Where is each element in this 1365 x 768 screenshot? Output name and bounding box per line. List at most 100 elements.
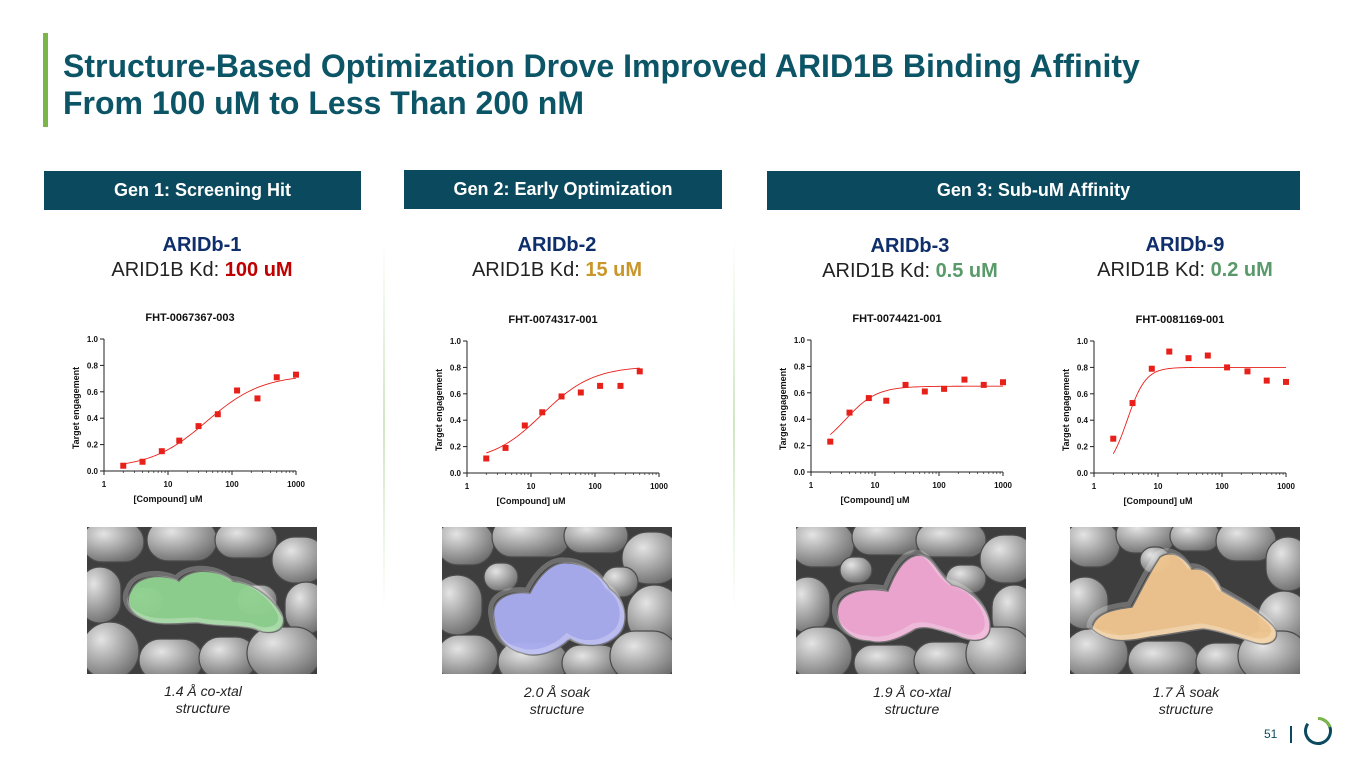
x-tick-label: 1 (102, 480, 107, 489)
chart-title: FHT-0074421-001 (852, 313, 941, 325)
y-tick-label: 0.4 (794, 415, 806, 424)
y-tick-label: 1.0 (87, 335, 99, 344)
y-tick-label: 0.4 (87, 414, 99, 423)
crystal-structure-image-1 (87, 527, 317, 674)
data-point (1185, 355, 1192, 362)
crystal-structure-image-4 (1070, 527, 1300, 674)
gen2-header: Gen 2: Early Optimization (404, 170, 722, 209)
x-tick-label: 1000 (650, 482, 668, 491)
data-point (521, 422, 528, 429)
page-number: 51 (1264, 727, 1278, 741)
compound-name: ARIDb-1 (162, 234, 242, 256)
compound-name: ARIDb-2 (517, 234, 597, 256)
protein-surface-lobe (839, 556, 873, 584)
y-tick-label: 0.0 (450, 469, 462, 478)
data-point (176, 437, 183, 444)
y-axis-label: Target engagement (434, 369, 444, 451)
x-tick-label: 1 (1092, 482, 1097, 491)
structure-caption-1: 1.4 Å co-xtal structure (103, 683, 303, 717)
gen3-header: Gen 3: Sub-uM Affinity (767, 171, 1300, 210)
protein-surface-lobe (138, 638, 204, 674)
data-point (827, 438, 834, 445)
kd-value: 0.5 uM (935, 260, 998, 282)
data-point (483, 455, 490, 462)
caption-line: 2.0 Å soak (523, 684, 591, 700)
data-point (883, 397, 890, 404)
protein-surface-lobe (796, 576, 831, 634)
data-point (273, 374, 280, 381)
compound-2-block: ARIDb-2 ARID1B Kd: 15 uM (427, 233, 687, 283)
data-point (865, 395, 872, 402)
structure-caption-4: 1.7 Å soak structure (1086, 684, 1286, 718)
crystal-structure-image-2 (442, 527, 672, 674)
x-tick-label: 100 (1215, 482, 1229, 491)
data-point (846, 409, 853, 416)
caption-line: 1.4 Å co-xtal (164, 683, 242, 699)
protein-surface-lobe (284, 581, 317, 635)
y-tick-label: 0.8 (1077, 363, 1089, 372)
x-tick-label: 10 (527, 482, 536, 491)
protein-surface-lobe (87, 527, 145, 563)
fit-curve (486, 367, 640, 454)
ligand-highlight (488, 557, 625, 655)
ligand-surface (836, 554, 991, 643)
y-tick-label: 0.2 (450, 443, 462, 452)
caption-line: structure (529, 701, 585, 717)
title-line-2: From 100 uM to Less Than 200 nM (63, 85, 584, 121)
data-point (980, 381, 987, 388)
protein-surface-lobe (796, 626, 853, 674)
x-tick-label: 1000 (994, 481, 1012, 490)
data-point (1204, 352, 1211, 359)
protein-surface-lobe (442, 527, 495, 566)
x-tick-label: 100 (932, 481, 946, 490)
title-line-1: Structure-Based Optimization Drove Impro… (63, 48, 1140, 84)
column-divider-1 (383, 240, 385, 610)
data-point (1110, 435, 1117, 442)
data-point (1283, 378, 1289, 385)
data-point (902, 381, 909, 388)
y-axis-label: Target engagement (1061, 369, 1071, 451)
kd-label: ARID1B Kd: (1097, 259, 1205, 281)
compound-1-block: ARIDb-1 ARID1B Kd: 100 uM (72, 233, 332, 283)
protein-surface-lobe (491, 527, 571, 558)
y-tick-label: 0.2 (794, 442, 806, 451)
y-tick-label: 0.2 (87, 441, 99, 450)
dose-response-chart-4: FHT-0081169-001 0.0 0.2 0.4 0.6 0.8 1.0 1 10 100 1… (1061, 314, 1295, 506)
chart-title: FHT-0067367-003 (145, 312, 234, 324)
x-axis-label: [Compound] uM (497, 496, 566, 506)
y-tick-label: 0.2 (1077, 443, 1089, 452)
x-tick-label: 1 (809, 481, 814, 490)
y-tick-label: 0.0 (1077, 469, 1089, 478)
x-axis-label: [Compound] uM (841, 495, 910, 505)
compound-3-block: ARIDb-3 ARID1B Kd: 0.5 uM (780, 234, 1040, 284)
kd-label: ARID1B Kd: (111, 259, 220, 281)
dose-response-chart-1: FHT-0067367-003 0.0 0.2 0.4 0.6 0.8 1.0 1 10 100 1… (71, 312, 305, 504)
y-tick-label: 0.6 (1077, 390, 1089, 399)
x-tick-label: 1 (465, 482, 470, 491)
data-point (617, 382, 624, 389)
ligand-surface (1091, 553, 1278, 645)
x-tick-label: 1000 (1277, 482, 1295, 491)
dose-response-chart-3: FHT-0074421-001 0.0 0.2 0.4 0.6 0.8 1.0 1 10 100 1… (778, 313, 1012, 505)
kd-value: 15 uM (585, 259, 643, 281)
data-point (214, 411, 221, 418)
data-point (539, 409, 546, 416)
x-tick-label: 1000 (287, 480, 305, 489)
y-tick-label: 1.0 (794, 336, 806, 345)
y-tick-label: 0.8 (450, 363, 462, 372)
y-axis-label: Target engagement (71, 367, 81, 449)
data-point (502, 444, 509, 451)
compound-4-block: ARIDb-9 ARID1B Kd: 0.2 uM (1055, 233, 1315, 283)
protein-surface-lobe (1265, 536, 1300, 592)
ligand-surface (492, 562, 626, 656)
protein-surface-lobe (146, 527, 218, 562)
data-point (120, 462, 127, 469)
data-point (558, 393, 565, 400)
y-tick-label: 0.6 (87, 388, 99, 397)
protein-surface-lobe (87, 566, 122, 624)
data-point (1244, 368, 1251, 375)
data-point (941, 385, 948, 392)
caption-line: structure (1158, 701, 1214, 717)
fit-curve (1112, 366, 1286, 454)
data-point (597, 382, 604, 389)
